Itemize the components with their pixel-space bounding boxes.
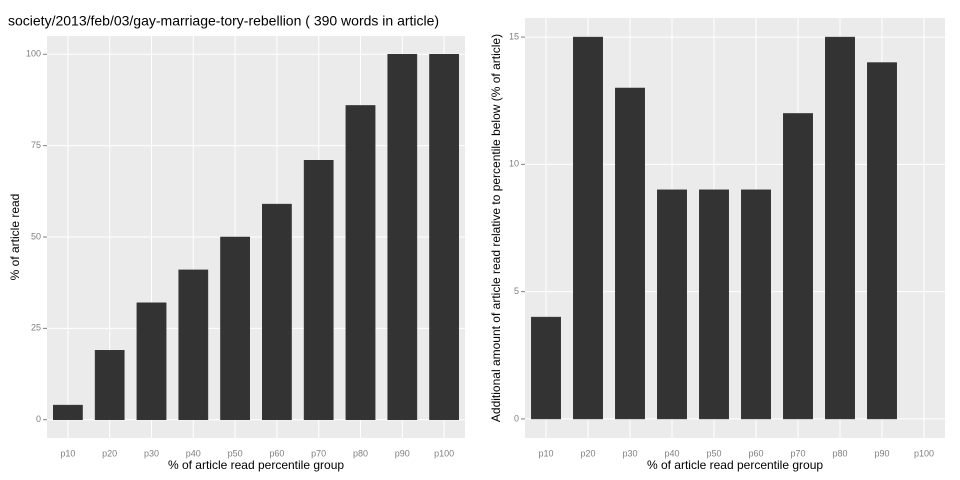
bar: [345, 105, 376, 420]
bar: [178, 269, 209, 420]
x-tick-label: p80: [353, 448, 368, 458]
bar: [867, 62, 897, 420]
bar: [657, 189, 687, 420]
bar: [615, 87, 645, 420]
x-tick-label: p10: [538, 448, 553, 458]
y-tick-label: 100: [26, 49, 41, 59]
bar: [429, 54, 459, 420]
bar: [262, 203, 292, 420]
bar: [783, 113, 813, 420]
bar: [387, 54, 418, 420]
x-tick-label: p50: [228, 448, 243, 458]
y-axis-title: Additional amount of article read relati…: [489, 34, 503, 422]
x-tick-label: p100: [914, 448, 934, 458]
bar: [220, 236, 250, 420]
chart-title: society/2013/feb/03/gay-marriage-tory-re…: [8, 13, 439, 29]
y-tick-label: 25: [31, 323, 41, 333]
bar: [699, 189, 729, 420]
x-tick-label: p100: [434, 448, 454, 458]
x-tick-label: p40: [664, 448, 679, 458]
x-tick-label: p20: [580, 448, 595, 458]
x-tick-label: p30: [144, 448, 159, 458]
bar: [136, 302, 167, 420]
bar: [53, 404, 83, 420]
y-tick-label: 75: [31, 140, 41, 150]
bar: [303, 160, 334, 420]
y-tick-label: 15: [509, 31, 519, 41]
x-tick-label: p20: [102, 448, 117, 458]
bar: [573, 36, 603, 420]
x-tick-label: p60: [748, 448, 763, 458]
y-tick-label: 5: [514, 286, 519, 296]
bar: [94, 350, 125, 420]
x-tick-label: p10: [60, 448, 75, 458]
x-tick-label: p70: [311, 448, 326, 458]
x-tick-label: p80: [832, 448, 847, 458]
x-tick-label: p70: [790, 448, 805, 458]
y-tick-label: 50: [31, 231, 41, 241]
x-tick-label: p50: [706, 448, 721, 458]
bar: [531, 316, 561, 420]
x-tick-label: p60: [269, 448, 284, 458]
y-tick-label: 0: [36, 414, 41, 424]
x-tick-label: p90: [874, 448, 889, 458]
x-tick-label: p30: [622, 448, 637, 458]
y-tick-label: 10: [509, 159, 519, 169]
x-tick-label: p40: [186, 448, 201, 458]
x-tick-label: p90: [395, 448, 410, 458]
x-axis-title: % of article read percentile group: [168, 458, 344, 472]
y-axis-title: % of article read: [8, 194, 22, 281]
y-tick-label: 0: [514, 413, 519, 423]
x-axis-title: % of article read percentile group: [647, 458, 823, 472]
bar: [825, 36, 855, 420]
bar: [741, 189, 771, 420]
